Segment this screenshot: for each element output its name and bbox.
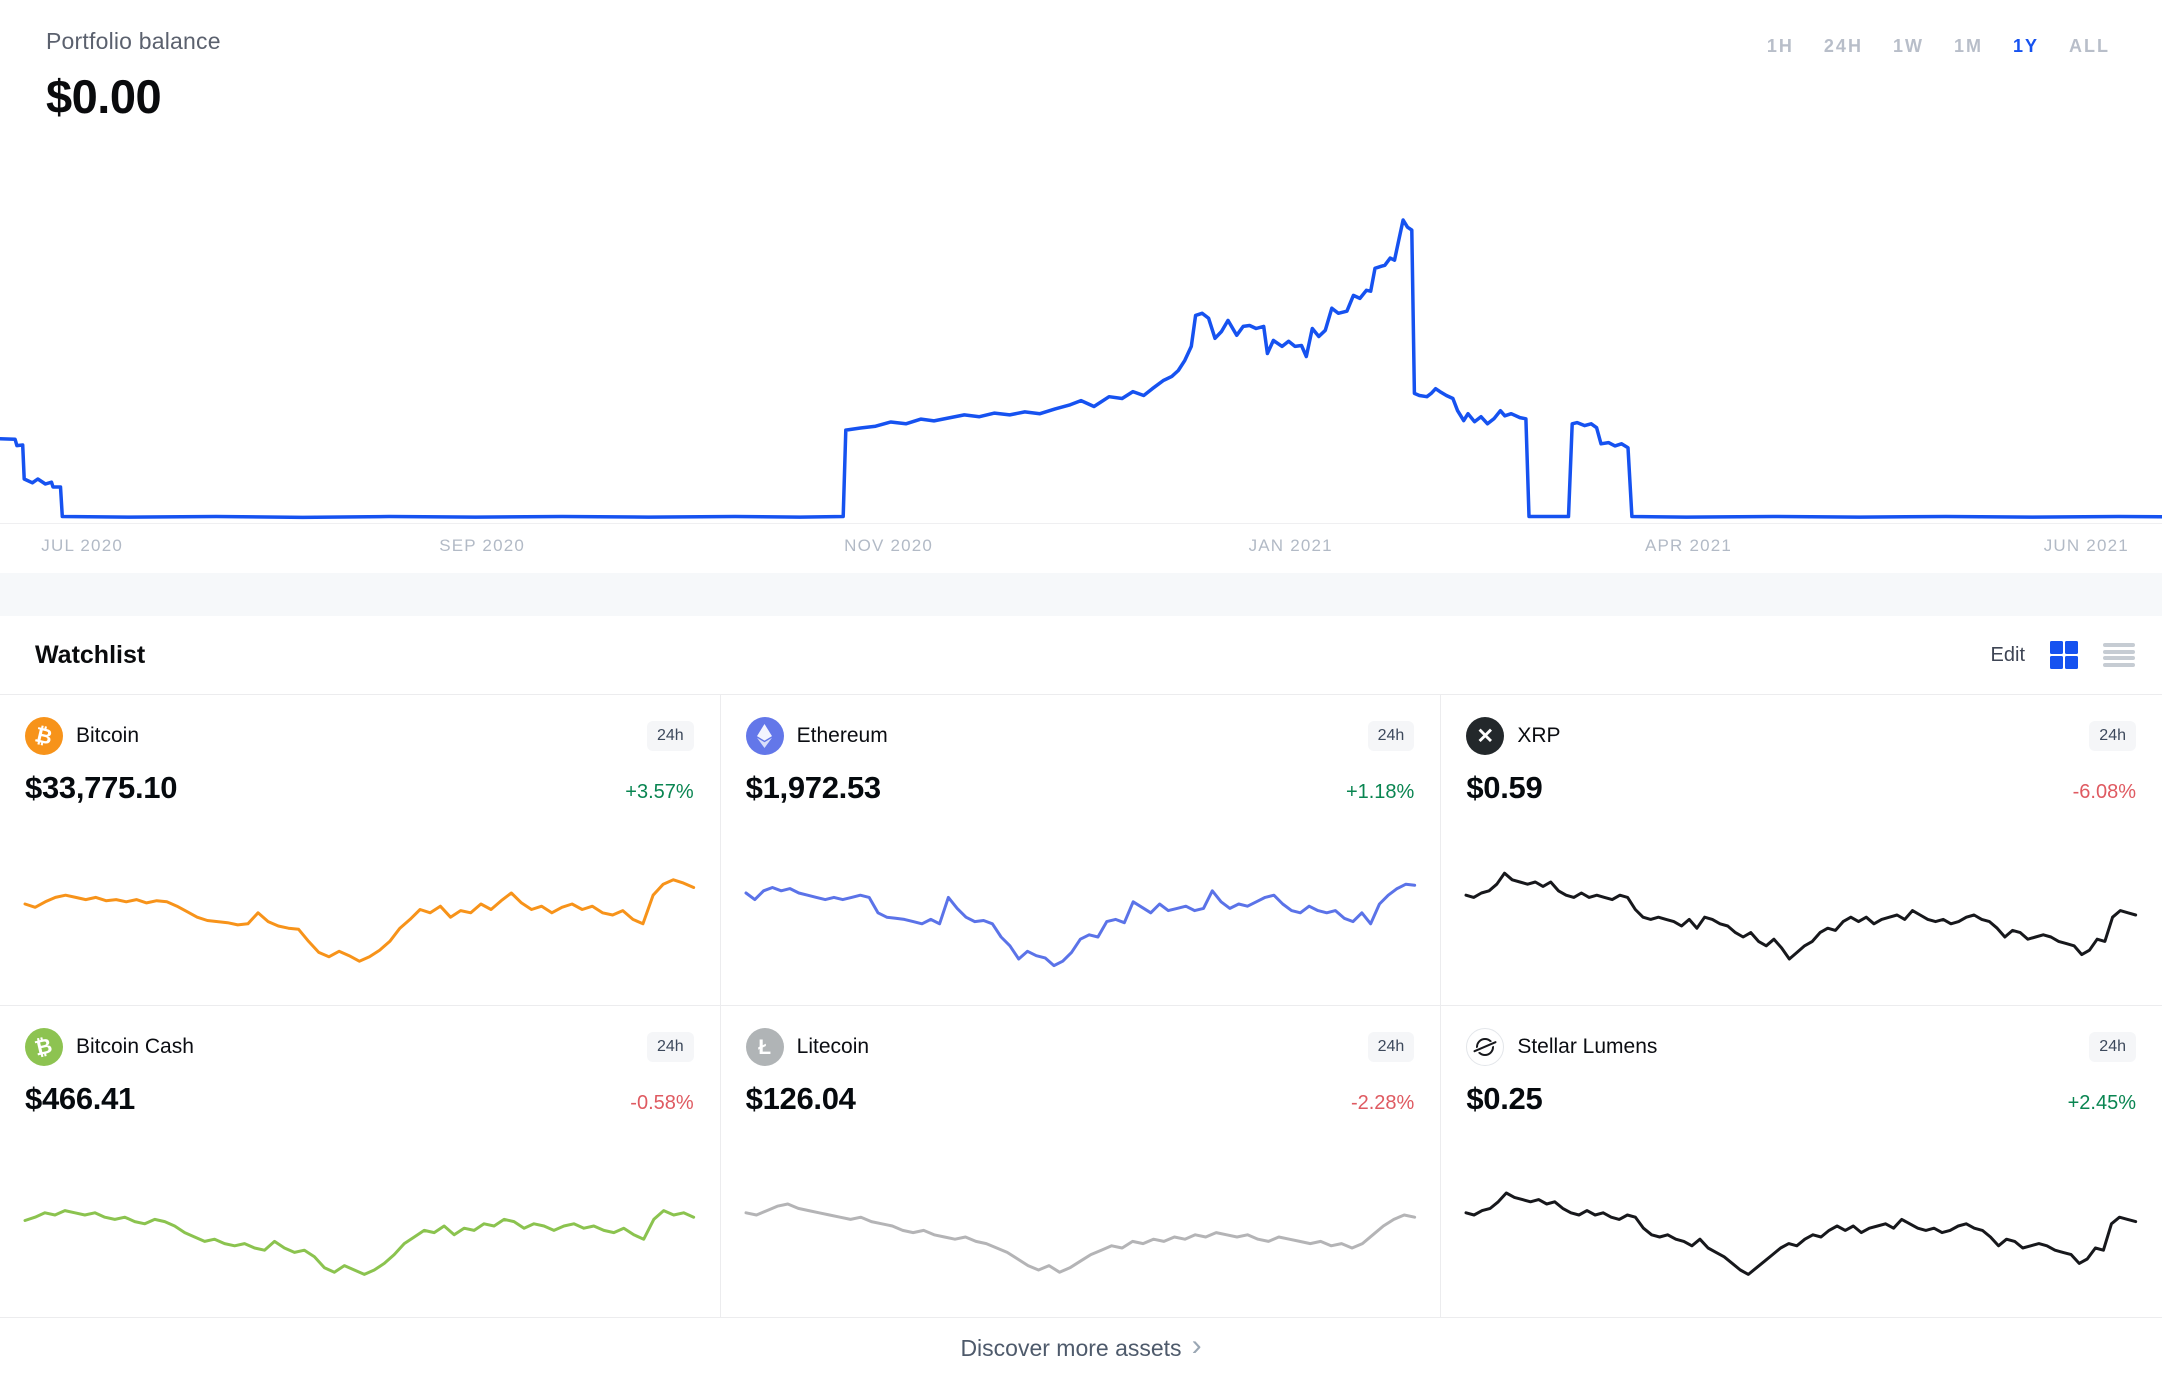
watchlist-grid: ₿ Bitcoin 24h $33,775.10 +3.57% Ethereum… [0, 695, 2162, 1317]
asset-price: $0.25 [1466, 1081, 1543, 1116]
range-1w[interactable]: 1W [1892, 36, 1924, 56]
range-all[interactable]: ALL [2069, 36, 2110, 56]
axis-tick: APR 2021 [1644, 536, 1733, 555]
chevron-right-icon: › [1191, 1329, 1202, 1362]
asset-change: -6.08% [2072, 781, 2136, 803]
bitcoin-cash-icon: ₿ [25, 1028, 63, 1066]
discover-more-label: Discover more assets [960, 1334, 1182, 1361]
asset-card-ethereum[interactable]: Ethereum 24h $1,972.53 +1.18% [720, 695, 1442, 1006]
portfolio-chart-line [0, 97, 2162, 523]
asset-sparkline [1466, 850, 2136, 976]
asset-price: $466.41 [25, 1081, 135, 1116]
edit-button[interactable]: Edit [1990, 643, 2025, 666]
asset-sparkline [25, 850, 694, 976]
chart-x-axis: JUL 2020 SEP 2020 NOV 2020 JAN 2021 APR … [0, 523, 2162, 574]
asset-card-bitcoin[interactable]: ₿ Bitcoin 24h $33,775.10 +3.57% [0, 695, 721, 1006]
discover-more-footer: Discover more assets › [0, 1317, 2162, 1377]
litecoin-icon: Ł [745, 1028, 784, 1066]
asset-name: Bitcoin Cash [76, 1035, 194, 1058]
coin-glyph: ₿ [33, 722, 55, 750]
coin-glyph: ₿ [33, 1033, 55, 1061]
asset-card-bitcoin-cash[interactable]: ₿ Bitcoin Cash 24h $466.41 -0.58% [0, 1006, 721, 1317]
asset-sparkline [746, 850, 1415, 976]
period-badge: 24h [646, 721, 694, 751]
list-view-icon[interactable] [2103, 642, 2135, 668]
axis-tick: SEP 2020 [439, 536, 526, 555]
period-badge: 24h [646, 1032, 694, 1062]
bitcoin-icon: ₿ [25, 717, 63, 755]
portfolio-header: Portfolio balance $0.00 [46, 28, 221, 124]
asset-sparkline [25, 1161, 694, 1287]
axis-tick: JUN 2021 [2043, 536, 2129, 555]
asset-card-litecoin[interactable]: Ł Litecoin 24h $126.04 -2.28% [720, 1006, 1442, 1317]
discover-more-link[interactable]: Discover more assets › [960, 1329, 1202, 1362]
asset-name: XRP [1517, 724, 1561, 747]
watchlist-header: Watchlist Edit [0, 616, 2162, 695]
asset-price: $33,775.10 [25, 770, 178, 805]
asset-change: +3.57% [625, 781, 694, 803]
grid-view-icon[interactable] [2050, 641, 2078, 669]
asset-change: +2.45% [2067, 1092, 2136, 1114]
axis-tick: NOV 2020 [844, 536, 934, 555]
asset-name: Bitcoin [76, 724, 140, 747]
axis-tick: JUL 2020 [41, 536, 124, 555]
asset-name: Ethereum [796, 724, 888, 747]
portfolio-balance-value: $0.00 [46, 70, 162, 123]
asset-sparkline [1466, 1161, 2136, 1287]
watchlist-section: Watchlist Edit ₿ Bitcoin 24h $33,775.10 … [0, 616, 2162, 1377]
asset-change: -2.28% [1350, 1092, 1415, 1114]
asset-price: $0.59 [1466, 770, 1543, 805]
asset-price: $126.04 [745, 1081, 856, 1116]
range-1y[interactable]: 1Y [2012, 36, 2039, 56]
range-1m[interactable]: 1M [1953, 36, 1983, 56]
range-1h[interactable]: 1H [1766, 36, 1794, 56]
watchlist-title: Watchlist [35, 640, 146, 669]
range-24h[interactable]: 24H [1823, 36, 1863, 56]
axis-tick: JAN 2021 [1248, 536, 1333, 555]
coin-glyph: ✕ [1476, 724, 1495, 748]
portfolio-balance-label: Portfolio balance [46, 28, 221, 54]
asset-card-stellar-lumens[interactable]: Stellar Lumens 24h $0.25 +2.45% [1441, 1006, 2162, 1317]
period-badge: 24h [1367, 1032, 1415, 1062]
period-badge: 24h [2089, 721, 2136, 751]
period-badge: 24h [2089, 1032, 2136, 1062]
asset-sparkline [746, 1161, 1415, 1287]
time-range-selector: 1H 24H 1W 1M 1Y ALL [1767, 36, 2110, 57]
asset-card-xrp[interactable]: ✕ XRP 24h $0.59 -6.08% [1441, 695, 2162, 1006]
xrp-icon: ✕ [1466, 717, 1505, 755]
coin-glyph: Ł [758, 1035, 772, 1059]
section-divider-band [0, 573, 2162, 616]
asset-name: Litecoin [796, 1035, 870, 1058]
stellar-lumens-icon [1466, 1028, 1505, 1066]
ethereum-icon [745, 717, 784, 755]
asset-change: +1.18% [1345, 781, 1415, 803]
portfolio-chart[interactable] [0, 97, 2162, 523]
asset-name: Stellar Lumens [1517, 1035, 1658, 1058]
asset-change: -0.58% [630, 1092, 694, 1114]
period-badge: 24h [1367, 721, 1415, 751]
asset-price: $1,972.53 [745, 770, 882, 805]
watchlist-actions: Edit [1991, 641, 2135, 669]
